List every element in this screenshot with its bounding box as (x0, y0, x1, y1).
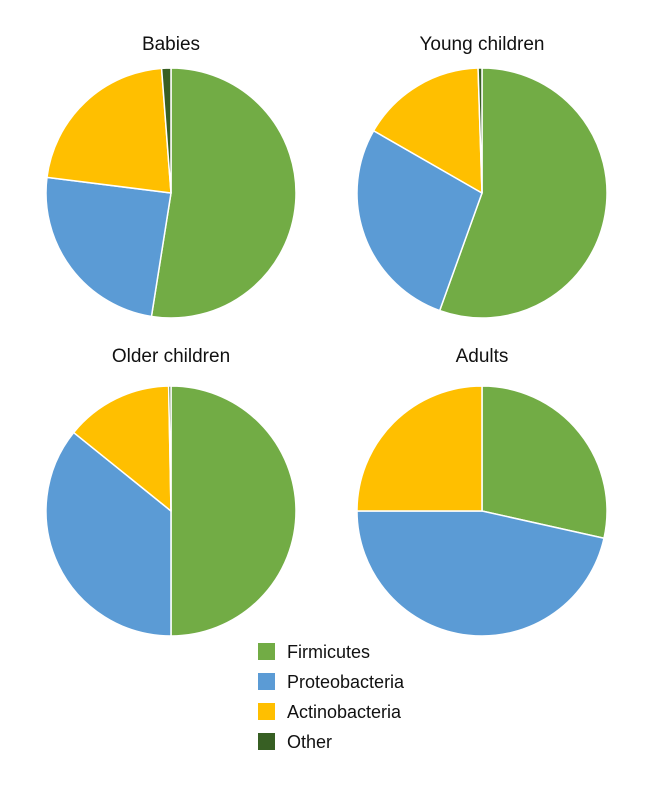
chart-title-older-children: Older children (112, 346, 230, 367)
pie-slice-firmicutes-babies (150, 67, 297, 319)
chart-babies: Babies (45, 34, 297, 319)
legend-swatch-other (258, 733, 275, 750)
pie-slice-firmicutes-young-children (438, 67, 608, 319)
chart-adults: Adults (356, 346, 608, 637)
legend-item-other: Other (258, 732, 332, 752)
pie-slice-actinobacteria-babies (46, 67, 172, 194)
legend-swatch-actinobacteria (258, 703, 275, 720)
legend-label-proteobacteria: Proteobacteria (287, 672, 405, 692)
pie-older-children (45, 385, 297, 637)
pie-slice-other-babies (160, 67, 172, 194)
pie-slice-actinobacteria-adults (356, 385, 483, 512)
pie-slice-proteobacteria-older-children (45, 431, 172, 637)
pie-slice-other-young-children (477, 67, 483, 194)
chart-title-young-children: Young children (419, 34, 544, 55)
chart-young-children: Young children (356, 34, 608, 319)
pie-slice-firmicutes-adults (481, 385, 608, 540)
chart-older-children: Older children (45, 346, 297, 637)
legend-label-actinobacteria: Actinobacteria (287, 702, 402, 722)
pie-slice-firmicutes-older-children (170, 385, 297, 637)
pie-young-children (356, 67, 608, 319)
legend-label-other: Other (287, 732, 332, 752)
legend-item-actinobacteria: Actinobacteria (258, 702, 402, 722)
pie-slice-proteobacteria-adults (356, 510, 605, 637)
pie-slice-actinobacteria-older-children (72, 385, 172, 512)
legend-item-proteobacteria: Proteobacteria (258, 672, 405, 692)
pie-slice-other-older-children (167, 385, 172, 512)
pie-babies (45, 67, 297, 319)
pie-slice-proteobacteria-babies (45, 176, 172, 318)
pie-adults (356, 385, 608, 637)
legend-item-firmicutes: Firmicutes (258, 642, 370, 662)
legend-swatch-firmicutes (258, 643, 275, 660)
chart-title-babies: Babies (142, 34, 200, 55)
legend: Firmicutes Proteobacteria Actinobacteria… (258, 642, 405, 752)
legend-label-firmicutes: Firmicutes (287, 642, 370, 662)
chart-title-adults: Adults (456, 346, 509, 367)
legend-swatch-proteobacteria (258, 673, 275, 690)
pie-slice-actinobacteria-young-children (372, 67, 483, 194)
